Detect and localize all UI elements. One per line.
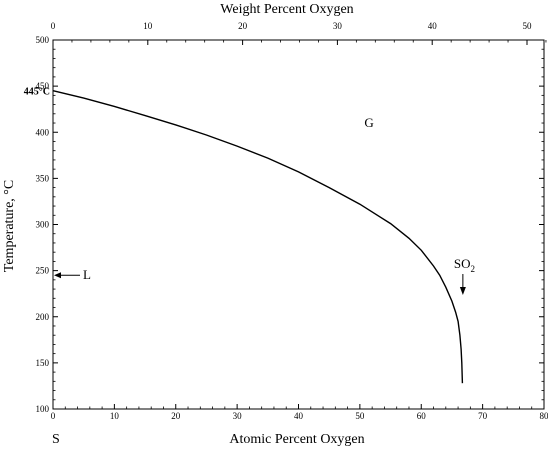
annotations: 445°C G L SO2 [24,87,475,296]
y-tick-label: 450 [36,81,50,91]
y-tick-label: 400 [36,127,50,137]
y-tick-label: 300 [36,220,50,230]
x-axis-title: Atomic Percent Oxygen [229,432,364,447]
liquidus-curve [52,90,464,384]
ticks: 0102030405060708001020304050601001502002… [36,21,548,421]
so2-label: SO2 [454,256,475,274]
plot-frame [52,39,545,410]
x-tick-label: 60 [417,411,427,421]
top-tick-label: 20 [238,21,248,31]
so2-label-main: SO [454,256,471,271]
x-tick-label: 40 [294,411,304,421]
y-axis-title: Temperature, °C [2,180,17,272]
element-label: S [52,432,60,447]
so2-label-sub: 2 [470,264,475,274]
gas-region-label: G [364,115,373,130]
top-axis-title: Weight Percent Oxygen [220,2,353,17]
y-tick-label: 350 [36,173,50,183]
x-tick-label: 70 [478,411,488,421]
x-tick-label: 20 [171,411,181,421]
x-tick-label: 50 [355,411,365,421]
top-tick-label: 30 [333,21,343,31]
top-tick-label: 40 [428,21,438,31]
top-tick-label: 10 [143,21,153,31]
top-tick-label: 0 [51,21,56,31]
x-tick-label: 0 [51,411,56,421]
melting-point-label: 445°C [24,87,50,98]
top-tick-label: 50 [523,21,533,31]
y-tick-label: 500 [36,35,50,45]
so2-arrowhead [459,287,466,296]
y-tick-label: 150 [36,358,50,368]
liquid-label: L [83,267,91,282]
y-tick-label: 250 [36,266,50,276]
y-tick-label: 100 [36,404,50,414]
x-tick-label: 10 [110,411,120,421]
y-tick-label: 200 [36,312,50,322]
x-tick-label: 30 [233,411,243,421]
liquid-arrowhead [54,272,61,279]
x-tick-label: 80 [540,411,548,421]
